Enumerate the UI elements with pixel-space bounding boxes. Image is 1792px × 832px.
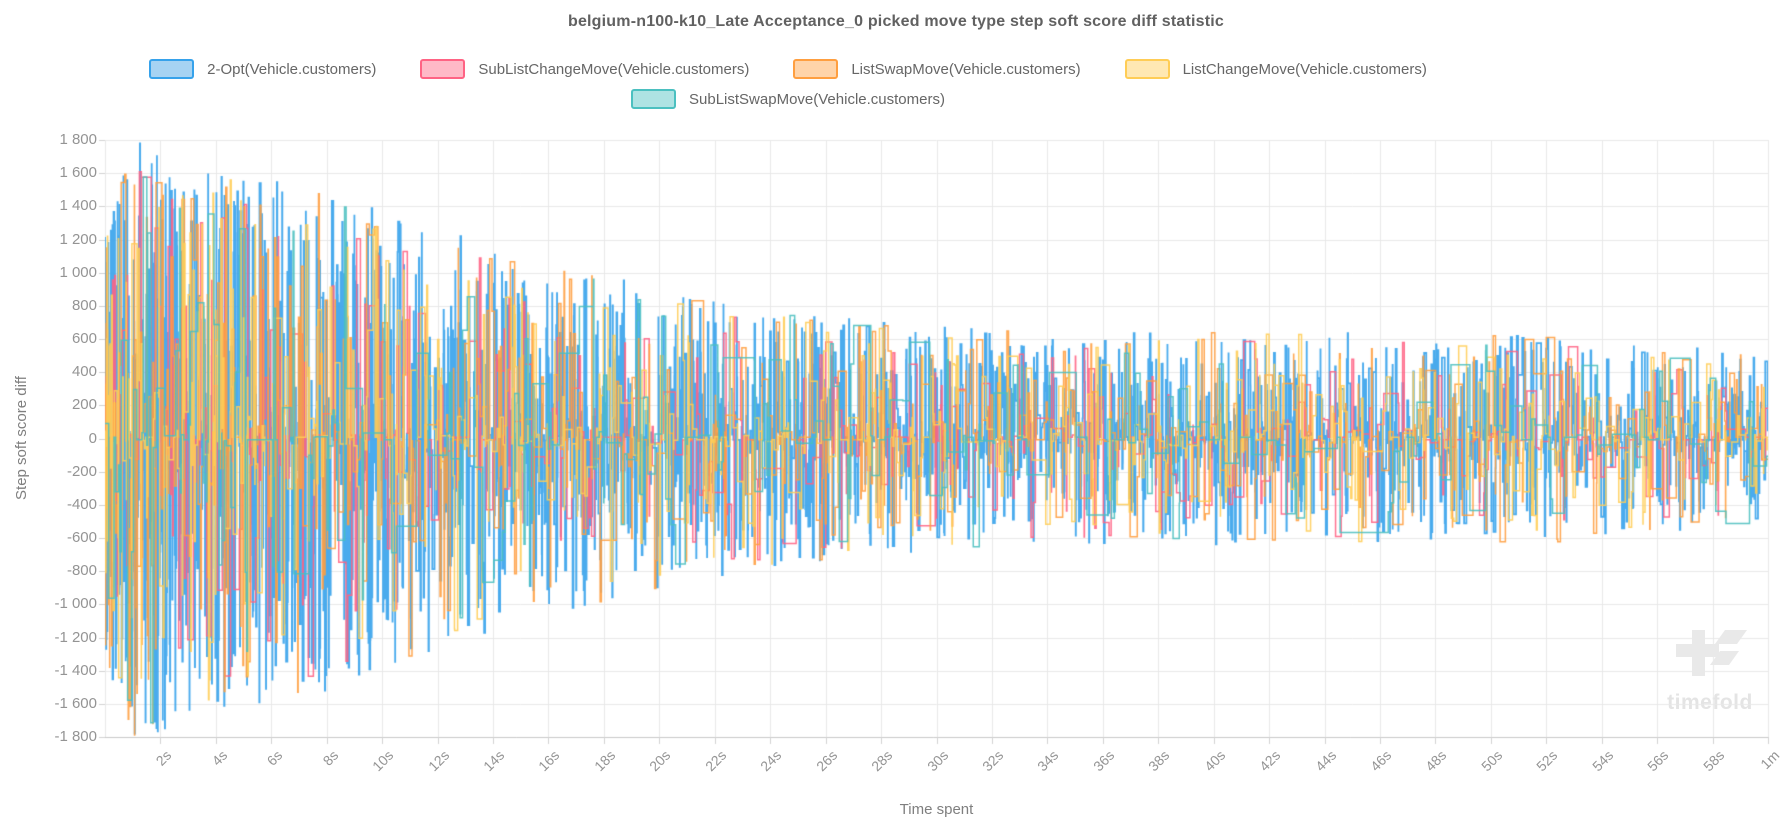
chart-page: belgium-n100-k10_Late Acceptance_0 picke… bbox=[0, 0, 1792, 832]
chart-canvas[interactable] bbox=[0, 0, 1792, 832]
